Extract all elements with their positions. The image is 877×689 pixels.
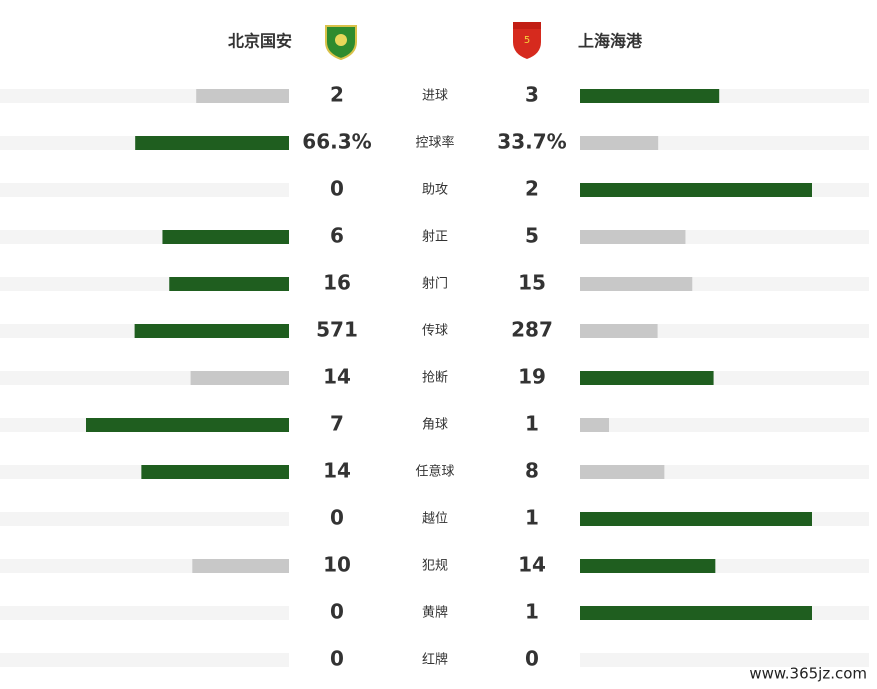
home-value: 0 [330,177,344,201]
away-bar [580,606,812,620]
stat-label: 黄牌 [422,605,448,621]
away-bar [580,371,714,385]
home-track [0,653,289,667]
away-value: 33.7% [497,130,566,154]
stat-label: 射门 [422,276,448,292]
away-bar [580,418,609,432]
home-bar [162,230,289,244]
away-track [580,418,869,432]
home-value: 571 [316,318,358,342]
home-logo [325,25,357,61]
away-bar [580,183,812,197]
away-bar [580,465,665,479]
home-bar [141,465,289,479]
stat-label: 越位 [422,512,448,527]
away-bar [580,230,686,244]
home-bar [169,277,289,291]
away-bar [580,559,716,573]
home-bar [190,371,289,385]
stat-label: 角球 [422,418,448,433]
home-value: 6 [330,224,344,248]
home-track [0,183,289,197]
home-value: 7 [330,412,344,436]
away-bar [580,89,720,103]
home-value: 66.3% [302,130,371,154]
away-value: 1 [525,600,539,624]
home-value: 2 [330,83,344,107]
home-value: 14 [323,365,351,389]
away-value: 14 [518,553,546,577]
stat-label: 射正 [422,229,448,245]
away-track [580,653,869,667]
stat-label: 助攻 [422,183,448,198]
home-bar [196,89,289,103]
away-value: 15 [518,271,546,295]
watermark: www.365jz.com [749,665,867,683]
home-bar [134,324,289,338]
home-value: 16 [323,271,351,295]
away-bar [580,277,693,291]
away-logo: 5 [513,22,541,59]
stat-label: 任意球 [415,464,454,480]
away-value: 1 [525,412,539,436]
stat-label: 抢断 [422,370,448,386]
away-bar [580,136,659,150]
home-track [0,606,289,620]
away-bar [580,512,812,526]
home-value: 10 [323,553,351,577]
home-value: 0 [330,647,344,671]
away-value: 8 [525,459,539,483]
away-value: 3 [525,83,539,107]
stat-label: 进球 [422,89,448,104]
away-value: 19 [518,365,546,389]
away-value: 287 [511,318,553,342]
home-track [0,512,289,526]
away-value: 2 [525,177,539,201]
stat-label: 犯规 [422,559,448,574]
away-bar [580,324,658,338]
home-bar [86,418,289,432]
home-bar [135,136,289,150]
home-value: 0 [330,506,344,530]
away-value: 1 [525,506,539,530]
away-value: 0 [525,647,539,671]
home-bar [192,559,289,573]
home-team: 北京国安 [228,32,292,51]
stat-label: 红牌 [422,652,448,668]
home-value: 0 [330,600,344,624]
home-value: 14 [323,459,351,483]
stat-label: 传球 [422,324,448,339]
stat-label: 控球率 [415,135,454,151]
away-team: 上海海港 [578,32,643,51]
away-value: 5 [525,224,539,248]
svg-text:5: 5 [524,35,530,46]
